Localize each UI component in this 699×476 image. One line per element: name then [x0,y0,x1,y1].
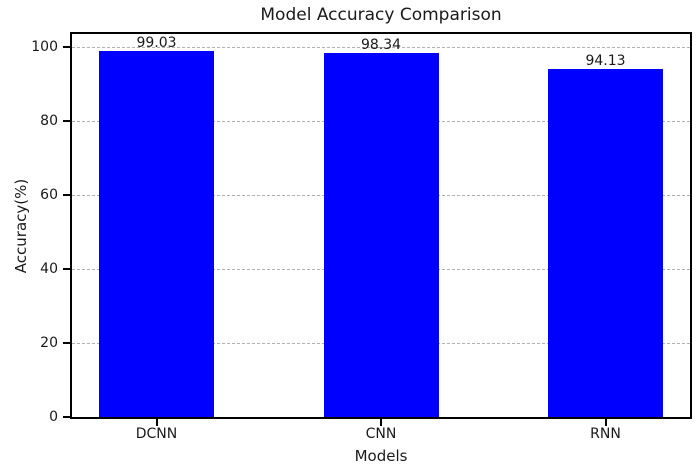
y-tick-label-20: 20 [40,334,58,351]
x-tick-label-cnn: CNN [365,426,397,442]
y-tick-mark-0 [63,416,70,418]
x-tick-label-dcnn: DCNN [135,426,178,442]
bar-cnn [323,53,439,417]
gridline-100 [72,46,690,48]
y-tick-label-80: 80 [40,112,58,129]
y-tick-label-0: 0 [49,409,58,425]
y-tick-label-40: 40 [40,260,58,277]
bar-dcnn [99,50,214,417]
x-tick-mark-cnn [380,419,382,426]
x-tick-mark-dcnn [155,419,158,426]
chart-title: Model Accuracy Comparison [260,5,502,25]
y-tick-label-100: 100 [31,38,58,55]
y-tick-mark-80 [63,119,70,122]
bar-value-label-dcnn: 99.03 [136,34,177,51]
x-tick-label-rnn: RNN [590,426,621,442]
x-axis-label: Models [354,447,408,465]
y-tick-mark-100 [63,45,70,48]
y-tick-mark-60 [63,193,70,196]
bar-value-label-cnn: 98.34 [360,37,402,54]
y-tick-mark-40 [63,267,70,270]
y-tick-label-60: 60 [40,186,58,203]
plot-area: 99.03 98.34 94.13 [70,32,692,419]
bar-rnn [548,68,663,417]
bar-value-label-rnn: 94.13 [585,52,626,69]
y-tick-mark-20 [63,341,70,344]
x-tick-mark-rnn [604,419,607,426]
